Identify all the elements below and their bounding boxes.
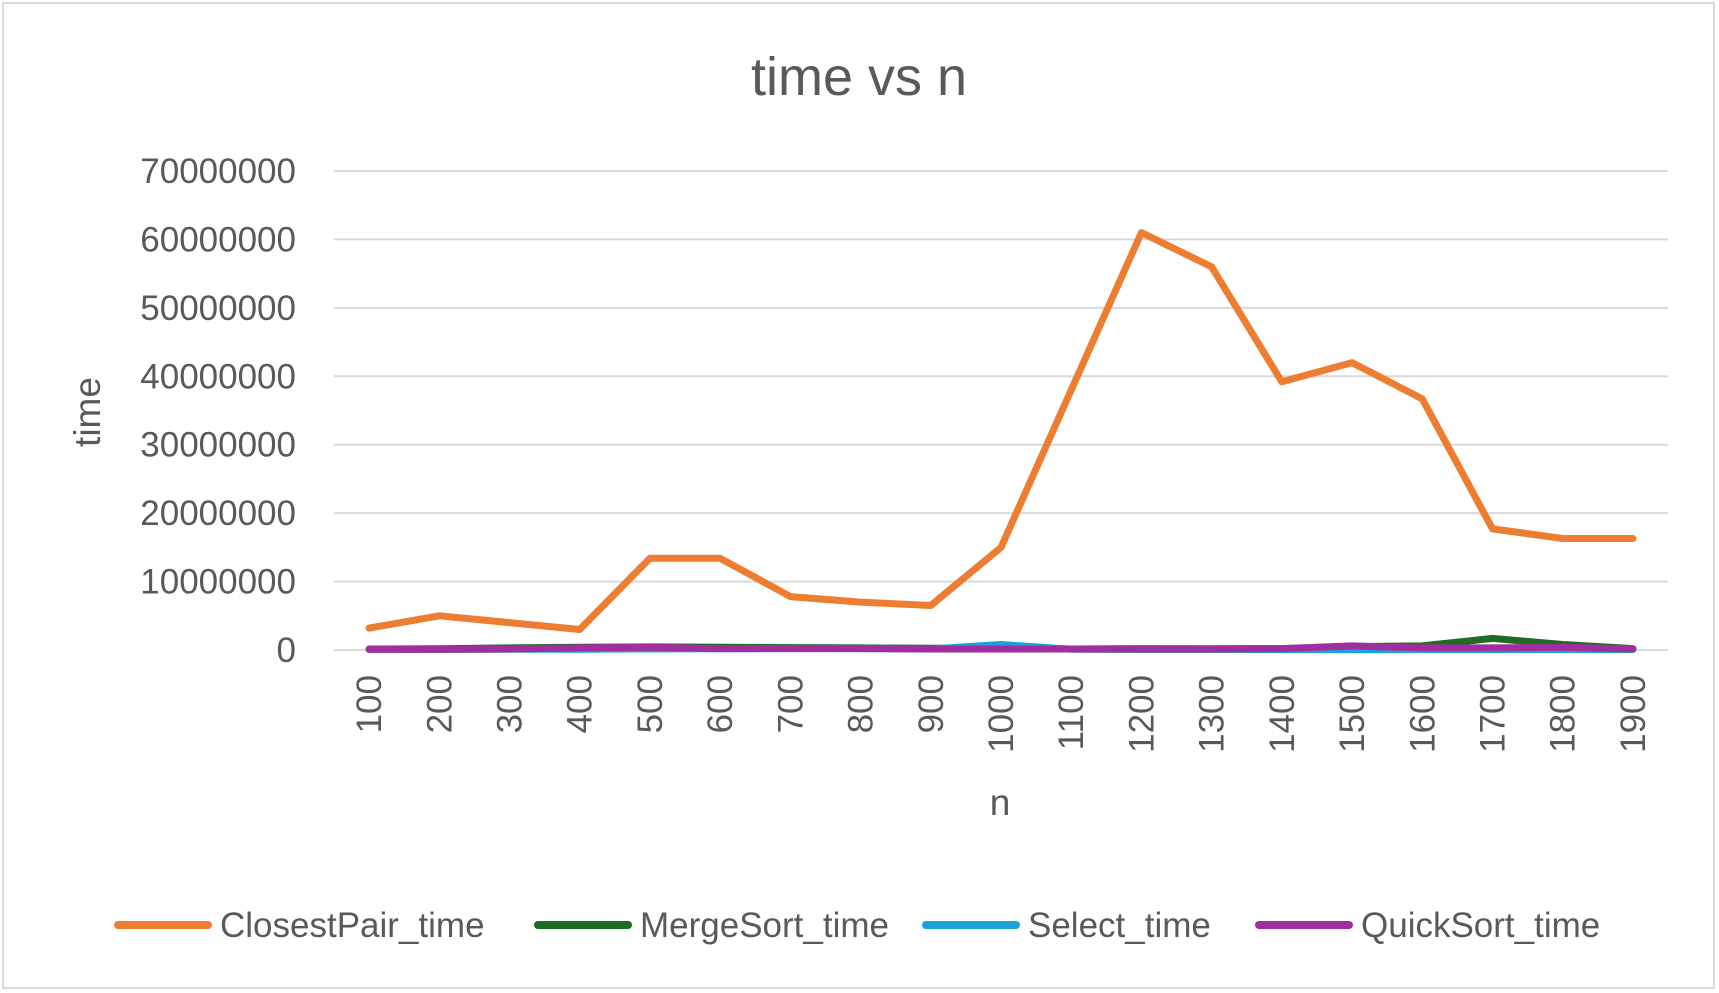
- x-tick-label: 1400: [1263, 675, 1302, 753]
- x-tick-label: 500: [631, 675, 670, 733]
- legend-label: MergeSort_time: [640, 906, 889, 945]
- x-tick-label: 600: [701, 675, 740, 733]
- x-tick-label: 400: [561, 675, 600, 733]
- x-tick-label: 300: [491, 675, 530, 733]
- x-tick-label: 1500: [1333, 675, 1372, 753]
- y-tick-label: 70000000: [140, 152, 296, 191]
- x-axis-title: n: [990, 782, 1011, 823]
- series-line-QuickSort_time: [365, 642, 1637, 653]
- y-tick-label: 60000000: [140, 220, 296, 259]
- y-tick-label: 10000000: [140, 563, 296, 602]
- x-tick-label: 1800: [1544, 675, 1583, 753]
- legend-label: QuickSort_time: [1361, 906, 1600, 945]
- x-tick-label: 1300: [1193, 675, 1232, 753]
- y-axis-title: time: [67, 377, 108, 447]
- y-tick-label: 30000000: [140, 426, 296, 465]
- x-tick-label: 900: [912, 675, 951, 733]
- chart-title: time vs n: [751, 47, 967, 107]
- x-tick-label: 1100: [1052, 675, 1091, 750]
- x-axis-ticks: 100 200 300 400 500 600 700 800 900 1000 1100 1200 1…: [350, 675, 1653, 753]
- y-tick-label: 40000000: [140, 357, 296, 396]
- x-tick-label: 1200: [1122, 675, 1161, 753]
- legend: ClosestPair_time MergeSort_time Select_tim…: [114, 906, 1600, 945]
- gridlines: [334, 170, 1668, 651]
- x-tick-label: 1600: [1403, 675, 1442, 753]
- legend-label: ClosestPair_time: [220, 906, 485, 945]
- x-tick-label: 1900: [1614, 675, 1653, 753]
- y-tick-label: 0: [277, 631, 296, 670]
- legend-label: Select_time: [1028, 906, 1211, 945]
- x-tick-label: 700: [771, 675, 810, 733]
- y-tick-label: 50000000: [140, 289, 296, 328]
- x-tick-label: 1000: [982, 675, 1021, 753]
- series-lines: [365, 229, 1637, 654]
- series-line-ClosestPair_time: [365, 229, 1637, 633]
- x-tick-label: 200: [420, 675, 459, 733]
- y-axis-ticks: 0 10000000 20000000 30000000 40000000 5000000…: [140, 152, 296, 670]
- y-tick-label: 20000000: [140, 494, 296, 533]
- x-tick-label: 1700: [1473, 675, 1512, 753]
- x-tick-label: 800: [842, 675, 881, 733]
- x-tick-label: 100: [350, 675, 389, 733]
